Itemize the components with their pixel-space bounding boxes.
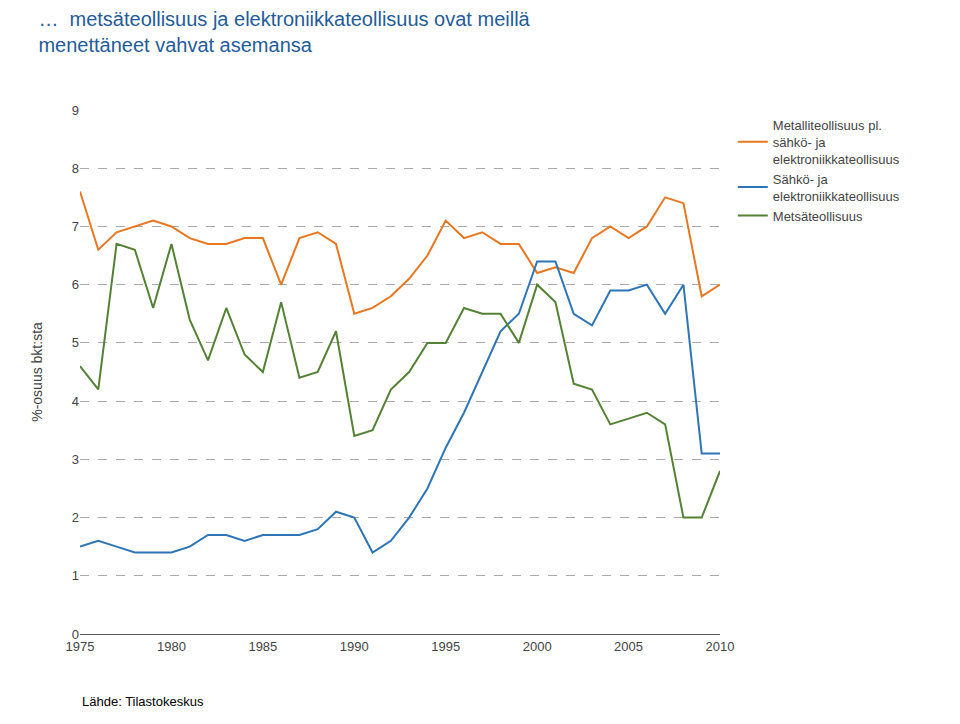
svg-text:Metalliteollisuus pl.sähkö- ja: Metalliteollisuus pl.sähkö- jaelektronii… — [773, 118, 900, 167]
svg-text:5: 5 — [72, 335, 79, 350]
svg-text:Sähkö- jaelektroniikkateollisu: Sähkö- jaelektroniikkateollisuus — [773, 172, 900, 204]
svg-text:1975: 1975 — [66, 639, 95, 654]
svg-text:4: 4 — [72, 394, 79, 409]
svg-text:3: 3 — [72, 452, 79, 467]
svg-text:Metsäteollisuus: Metsäteollisuus — [773, 209, 863, 224]
svg-text:0: 0 — [72, 627, 79, 642]
svg-text:2: 2 — [72, 510, 79, 525]
svg-text:1990: 1990 — [340, 639, 369, 654]
svg-text:6: 6 — [72, 277, 79, 292]
svg-text:1: 1 — [72, 568, 79, 583]
svg-text:9: 9 — [72, 103, 79, 118]
svg-text:2010: 2010 — [706, 639, 735, 654]
svg-text:2000: 2000 — [523, 639, 552, 654]
svg-text:%-osuus bkt:sta: %-osuus bkt:sta — [29, 322, 45, 422]
svg-text:8: 8 — [72, 161, 79, 176]
svg-text:1980: 1980 — [157, 639, 186, 654]
svg-text:1995: 1995 — [431, 639, 460, 654]
svg-text:Lähde: Tilastokeskus: Lähde: Tilastokeskus — [82, 694, 204, 709]
svg-text:7: 7 — [72, 219, 79, 234]
svg-text:2005: 2005 — [614, 639, 643, 654]
svg-text:… metsäteollisuus ja elektron: … metsäteollisuus ja elektroniikkateolli… — [38, 8, 530, 56]
svg-text:1985: 1985 — [248, 639, 277, 654]
